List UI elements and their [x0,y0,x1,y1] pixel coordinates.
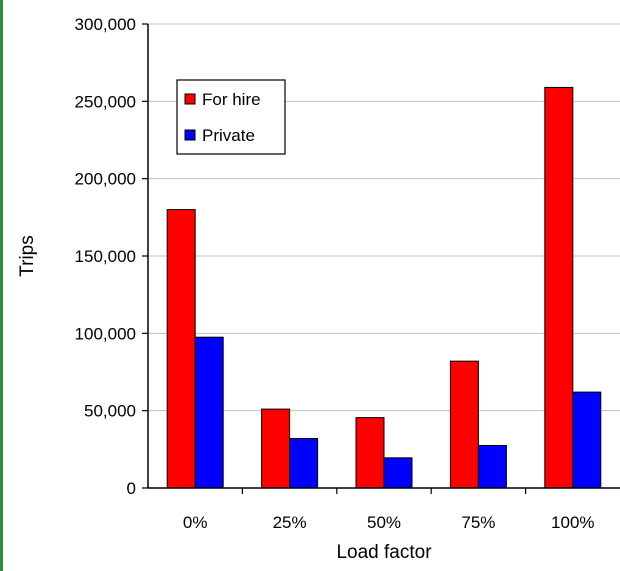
x-tick-label: 50% [367,513,401,532]
x-tick-label: 25% [273,513,307,532]
y-tick-label: 100,000 [75,324,136,343]
legend-label-for-hire: For hire [202,90,261,109]
y-axis-title: Trips [17,235,38,277]
bar-private-100- [572,391,602,489]
y-tick-label: 250,000 [75,92,136,111]
legend-swatch-private [184,129,196,141]
y-tick-label: 150,000 [75,247,136,266]
x-ticks: 0% 25% 50% 75% 100% [183,488,595,532]
bar-for-hire-25- [261,408,291,489]
y-ticks: 0 50,000 100,000 150,000 200,000 250,000 300,0… [75,15,148,498]
bar-for-hire-100- [544,86,574,489]
bar-for-hire-50- [355,417,385,489]
legend-swatch-for-hire [184,93,196,105]
bar-for-hire-75- [449,360,479,489]
x-tick-label: 75% [461,513,495,532]
gridlines [148,23,620,412]
bar-private-50- [383,457,413,489]
y-tick-label: 300,000 [75,15,136,34]
bar-private-0- [194,336,224,489]
legend-box [176,79,286,155]
x-axis-title: Load factor [336,542,432,563]
y-tick-label: 0 [127,479,136,498]
legend: For hire Private [176,79,286,155]
x-tick-label: 100% [551,513,594,532]
bar-chart: 0 50,000 100,000 150,000 200,000 250,000 300,0… [17,15,620,563]
y-tick-label: 50,000 [84,402,136,421]
y-tick-label: 200,000 [75,170,136,189]
bars [166,86,602,489]
x-tick-label: 0% [183,513,208,532]
bar-private-75- [477,444,507,489]
bar-private-25- [289,438,319,489]
bar-for-hire-0- [166,209,196,489]
legend-label-private: Private [202,126,255,145]
